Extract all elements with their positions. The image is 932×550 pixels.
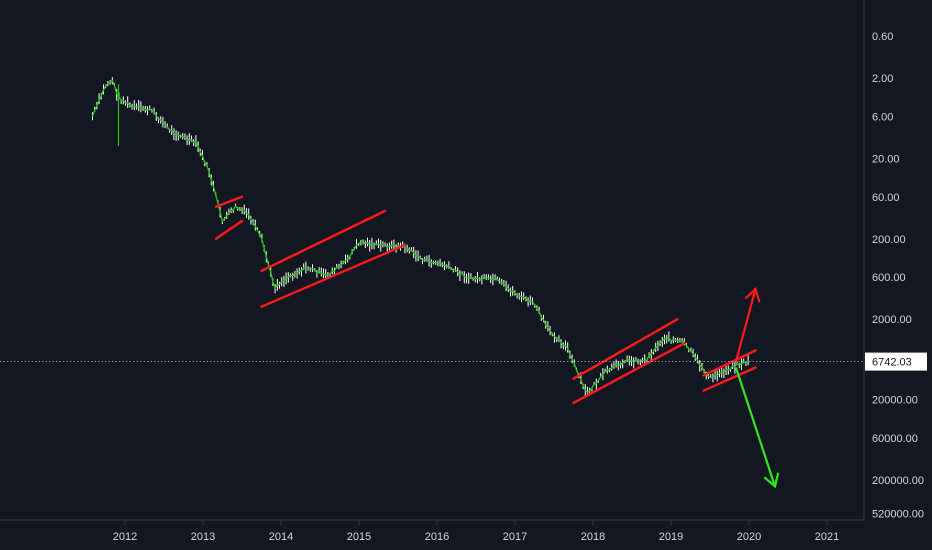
current-price-tag: 6742.03 <box>865 352 927 371</box>
price-tick-label: 0.60 <box>872 31 893 43</box>
up-arrow-head <box>744 286 761 303</box>
price-line <box>91 79 749 393</box>
channel-line <box>702 366 757 392</box>
current-price-tag-bg <box>865 352 927 371</box>
price-tick-label: 600.00 <box>872 272 906 284</box>
down-arrow-shaft <box>734 367 777 487</box>
up-arrow-shaft <box>734 288 757 362</box>
channel-line <box>260 209 387 272</box>
time-tick-label: 2014 <box>269 531 293 543</box>
price-axis: 0.60 2.00 6.00 20.00 60.00 200.00 600.00 2000.0… <box>872 31 924 520</box>
time-tick-label: 2017 <box>503 531 527 543</box>
time-tick-label: 2021 <box>815 531 839 543</box>
time-tick-label: 2012 <box>113 531 137 543</box>
time-tick-label: 2020 <box>737 531 761 543</box>
price-tick-label: 20000.00 <box>872 395 918 407</box>
channel-line <box>572 318 679 380</box>
channel-line <box>260 243 406 308</box>
down-arrow-head <box>763 472 780 489</box>
time-tick-label: 2013 <box>191 531 215 543</box>
channel-line <box>572 342 686 405</box>
channel-line <box>702 349 757 377</box>
price-tick-label: 200.00 <box>872 234 906 246</box>
price-tick-label: 60.00 <box>872 192 900 204</box>
time-tick-label: 2019 <box>659 531 683 543</box>
time-tick-label: 2015 <box>347 531 371 543</box>
price-tick-label: 200000.00 <box>872 475 924 487</box>
price-tick-label: 2.00 <box>872 73 893 85</box>
time-tick-label: 2018 <box>581 531 605 543</box>
price-tick-label: 60000.00 <box>872 433 918 445</box>
time-axis: 2012 2013 2014 2015 2016 2017 2018 2019 2020 2021 <box>113 520 839 543</box>
price-tick-label: 20.00 <box>872 153 900 165</box>
channel-line <box>214 219 244 241</box>
projection-arrows <box>734 286 780 489</box>
time-tick-label: 2016 <box>425 531 449 543</box>
channel-line <box>214 195 244 209</box>
price-tick-label: 2000.00 <box>872 314 912 326</box>
price-tick-label: 6.00 <box>872 111 893 123</box>
channel-lines <box>214 195 757 405</box>
current-price-value: 6742.03 <box>872 357 912 369</box>
price-tick-label: 520000.00 <box>872 508 924 520</box>
